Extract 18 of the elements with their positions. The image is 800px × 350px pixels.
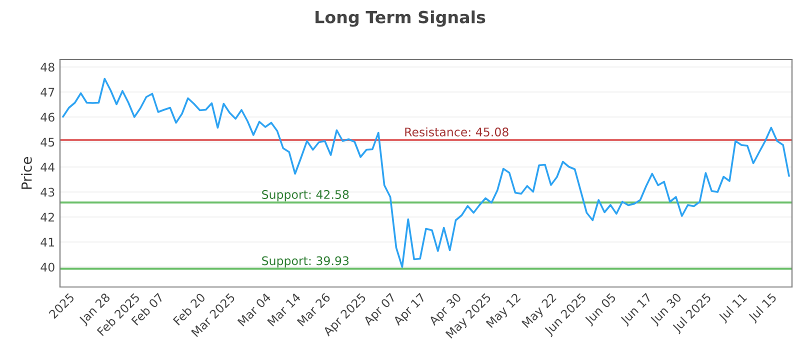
y-tick-label: 47 xyxy=(40,88,54,96)
x-tick-label: Jul 15 xyxy=(747,292,778,324)
y-tick-label: 48 xyxy=(40,62,54,72)
y-tick-label: 41 xyxy=(40,238,54,246)
ref-line-label: Resistance: 45.08 xyxy=(405,127,508,136)
y-tick-label: 43 xyxy=(40,188,54,197)
ref-line-label: Support: 39.93 xyxy=(262,256,349,268)
y-axis-title: Price xyxy=(21,157,32,189)
x-tick-label: Apr 17 xyxy=(392,292,428,328)
y-tick-label: 42 xyxy=(40,212,54,222)
y-tick-label: 46 xyxy=(40,112,54,122)
chart-title: Long Term Signals xyxy=(316,10,486,27)
y-tick-label: 45 xyxy=(40,138,54,147)
y-tick-label: 40 xyxy=(40,262,54,272)
y-tick-label: 44 xyxy=(40,162,54,172)
x-tick-label: Jul 11 xyxy=(718,292,749,324)
ref-line-label: Support: 42.58 xyxy=(262,190,349,202)
line-series xyxy=(62,78,790,268)
